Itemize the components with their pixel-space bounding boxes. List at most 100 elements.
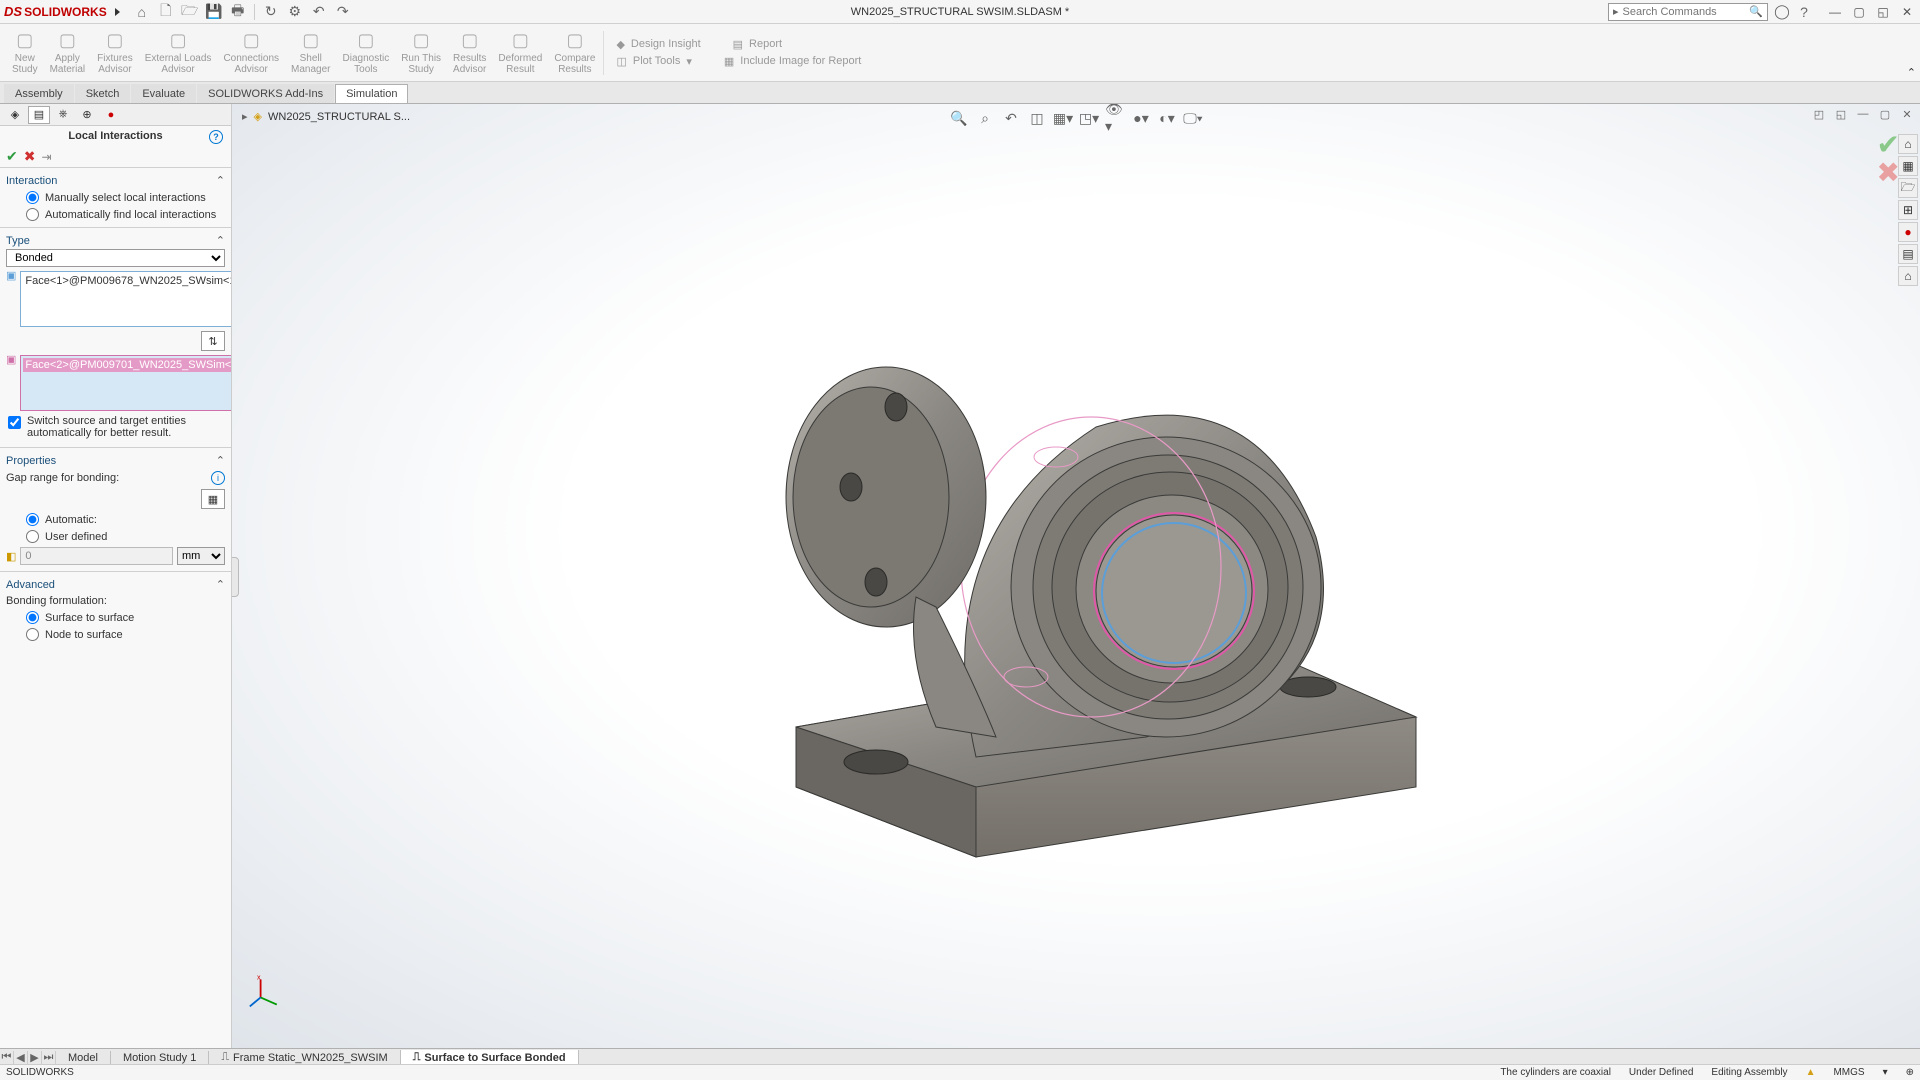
advanced-header[interactable]: Advanced ⌃ bbox=[6, 576, 225, 593]
n2s-input[interactable] bbox=[26, 628, 39, 641]
sw-resources-icon[interactable]: ⌂ bbox=[1898, 134, 1918, 154]
manual-radio-input[interactable] bbox=[26, 191, 39, 204]
status-units[interactable]: MMGS bbox=[1833, 1067, 1864, 1078]
graphics-viewport[interactable]: ▸ ◈ WN2025_STRUCTURAL S... 🔍 ⌕ ↶ ◫ ▦▾ ◳▾… bbox=[232, 104, 1920, 1050]
design-insight-icon[interactable]: ◆ bbox=[616, 38, 624, 51]
ok-icon[interactable]: ✔ bbox=[6, 148, 18, 165]
report-label[interactable]: Report bbox=[749, 38, 782, 50]
panel-help-icon[interactable]: ? bbox=[209, 130, 223, 144]
set2-selection-list[interactable]: Face<2>@PM009701_WN2025_SWSim<1> bbox=[20, 355, 232, 411]
auto-radio-input[interactable] bbox=[26, 208, 39, 221]
cm-tab-simulation[interactable]: Simulation bbox=[335, 84, 408, 103]
rebuild-icon[interactable]: ↻ bbox=[263, 4, 279, 20]
appearance-tab-icon[interactable]: ● bbox=[100, 106, 122, 124]
tab-last-icon[interactable]: ⏭ bbox=[42, 1051, 56, 1064]
orientation-triad[interactable]: x bbox=[248, 974, 284, 1010]
node-to-surface-radio[interactable]: Node to surface bbox=[6, 626, 225, 643]
new-doc-icon[interactable]: 🗋 bbox=[158, 4, 174, 20]
flyout-tree-label[interactable]: WN2025_STRUCTURAL S... bbox=[268, 111, 410, 123]
search-commands-box[interactable]: ▸ 🔍 bbox=[1608, 3, 1768, 21]
open-doc-icon[interactable]: 🗁 bbox=[182, 4, 198, 20]
minimize-icon[interactable]: — bbox=[1826, 4, 1844, 20]
cm-tab-solidworks-add-ins[interactable]: SOLIDWORKS Add-Ins bbox=[197, 84, 334, 103]
switch-entities-checkbox[interactable]: Switch source and target entities automa… bbox=[6, 411, 225, 443]
report-icon[interactable]: ▤ bbox=[733, 38, 743, 51]
flyout-tree[interactable]: ▸ ◈ WN2025_STRUCTURAL S... bbox=[242, 110, 410, 123]
undo-icon[interactable]: ↶ bbox=[311, 4, 327, 20]
ribbon-button[interactable]: ▢ConnectionsAdvisor bbox=[217, 30, 285, 75]
collapse-icon[interactable]: ⌃ bbox=[216, 174, 225, 187]
tab-next-icon[interactable]: ▶ bbox=[28, 1051, 42, 1064]
switch-chk-input[interactable] bbox=[8, 416, 21, 429]
frame-static-tab[interactable]: ⎍Frame Static_WN2025_SWSIM bbox=[209, 1050, 400, 1065]
help-icon[interactable]: ? bbox=[1796, 4, 1812, 20]
vp-maximize-icon[interactable]: ▢ bbox=[1876, 106, 1894, 122]
interaction-header[interactable]: Interaction ⌃ bbox=[6, 172, 225, 189]
design-library-icon[interactable]: ▦ bbox=[1898, 156, 1918, 176]
plot-tools-label[interactable]: Plot Tools bbox=[633, 55, 681, 67]
s2s-input[interactable] bbox=[26, 611, 39, 624]
close-icon[interactable]: ✕ bbox=[1898, 4, 1916, 20]
ribbon-button[interactable]: ▢ApplyMaterial bbox=[44, 30, 92, 75]
print-icon[interactable]: 🖶 bbox=[230, 4, 246, 20]
view-orient-icon[interactable]: ▦▾ bbox=[1053, 108, 1073, 128]
options-gear-icon[interactable]: ⚙ bbox=[287, 4, 303, 20]
search-input[interactable] bbox=[1623, 6, 1746, 18]
design-insight-label[interactable]: Design Insight bbox=[631, 38, 701, 50]
prev-view-icon[interactable]: ↶ bbox=[1001, 108, 1021, 128]
manual-interaction-radio[interactable]: Manually select local interactions bbox=[6, 189, 225, 206]
set1-selection-list[interactable]: Face<1>@PM009678_WN2025_SWsim<1> bbox=[20, 271, 232, 327]
redo-icon[interactable]: ↷ bbox=[335, 4, 351, 20]
include-image-label[interactable]: Include Image for Report bbox=[740, 55, 861, 67]
plot-tools-icon[interactable]: ◫ bbox=[616, 55, 626, 68]
ribbon-button[interactable]: ▢FixturesAdvisor bbox=[91, 30, 139, 75]
ribbon-button[interactable]: ▢DeformedResult bbox=[492, 30, 548, 75]
maximize-icon[interactable]: ◱ bbox=[1874, 4, 1892, 20]
tab-first-icon[interactable]: ⏮ bbox=[0, 1051, 14, 1064]
zoom-fit-icon[interactable]: 🔍 bbox=[949, 108, 969, 128]
gap-user-input[interactable] bbox=[26, 530, 39, 543]
reject-feature-icon[interactable]: ✖ bbox=[1877, 156, 1900, 189]
status-rebuild-icon[interactable]: ▲ bbox=[1806, 1067, 1816, 1078]
surface-to-surface-radio[interactable]: Surface to surface bbox=[6, 609, 225, 626]
zoom-area-icon[interactable]: ⌕ bbox=[975, 108, 995, 128]
dim-tab-icon[interactable]: ⊕ bbox=[76, 106, 98, 124]
restore-icon[interactable]: ▢ bbox=[1850, 4, 1868, 20]
view-palette-icon[interactable]: ⊞ bbox=[1898, 200, 1918, 220]
collapse-icon[interactable]: ⌃ bbox=[216, 234, 225, 247]
hide-show-icon[interactable]: 👁▾ bbox=[1105, 108, 1125, 128]
forum-icon[interactable]: ⌂ bbox=[1898, 266, 1918, 286]
property-manager-tab-icon[interactable]: ▤ bbox=[28, 106, 50, 124]
tab-prev-icon[interactable]: ◀ bbox=[14, 1051, 28, 1064]
collapse-ribbon-icon[interactable]: ⌃ bbox=[1907, 66, 1916, 79]
interaction-type-combo[interactable]: Bonded bbox=[6, 249, 225, 267]
appearances-icon[interactable]: ● bbox=[1898, 222, 1918, 242]
apply-scene-icon[interactable]: ◐▾ bbox=[1157, 108, 1177, 128]
gap-user-radio[interactable]: User defined bbox=[6, 528, 225, 545]
vp-undock-icon[interactable]: ◱ bbox=[1832, 106, 1850, 122]
cancel-icon[interactable]: ✖ bbox=[24, 148, 36, 165]
cm-tab-assembly[interactable]: Assembly bbox=[4, 84, 74, 103]
panel-expand-handle[interactable] bbox=[232, 557, 239, 597]
dropdown-icon[interactable]: ▾ bbox=[686, 55, 692, 68]
swap-sets-button[interactable]: ⇅ bbox=[201, 331, 225, 351]
properties-header[interactable]: Properties ⌃ bbox=[6, 452, 225, 469]
set2-face-icon[interactable]: ▣ bbox=[6, 351, 16, 367]
view-settings-icon[interactable]: 🖵▾ bbox=[1183, 108, 1203, 128]
gap-auto-radio[interactable]: Automatic: bbox=[6, 511, 225, 528]
config-tab-icon[interactable]: ⎈ bbox=[52, 106, 74, 124]
status-dropdown-icon[interactable]: ▾ bbox=[1883, 1067, 1888, 1078]
motion-study-tab[interactable]: Motion Study 1 bbox=[111, 1051, 209, 1065]
ribbon-button[interactable]: ▢NewStudy bbox=[6, 30, 44, 75]
save-icon[interactable]: 💾 bbox=[206, 4, 222, 20]
edit-appearance-icon[interactable]: ●▾ bbox=[1131, 108, 1151, 128]
auto-interaction-radio[interactable]: Automatically find local interactions bbox=[6, 206, 225, 223]
file-explorer-icon[interactable]: 🗁 bbox=[1898, 178, 1918, 198]
vp-minimize-icon[interactable]: — bbox=[1854, 106, 1872, 122]
home-icon[interactable]: ⌂ bbox=[134, 4, 150, 20]
search-icon[interactable]: 🔍 bbox=[1749, 5, 1763, 18]
collapse-icon[interactable]: ⌃ bbox=[216, 578, 225, 591]
ribbon-button[interactable]: ▢CompareResults bbox=[548, 30, 601, 75]
ribbon-button[interactable]: ▢Run ThisStudy bbox=[395, 30, 447, 75]
gap-unit-select[interactable]: mm bbox=[177, 547, 225, 565]
